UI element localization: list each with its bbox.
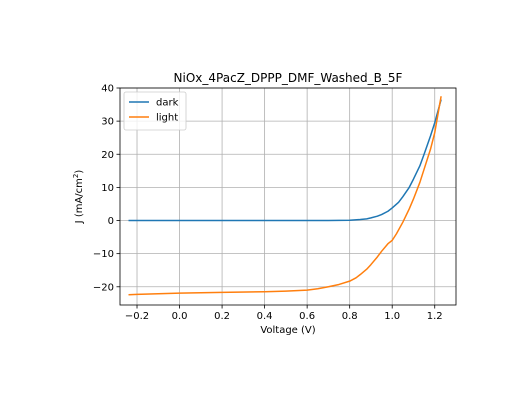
- legend: dark light: [123, 91, 187, 131]
- y-axis-label-end: ): [74, 170, 85, 174]
- y-tick-label: 10: [101, 183, 114, 194]
- y-tick-label: −20: [93, 282, 114, 293]
- y-axis-label-main: J (mA/cm: [74, 178, 85, 224]
- legend-label-light: light: [156, 113, 178, 124]
- series-line-light: [128, 96, 442, 296]
- y-tick-label: 40: [101, 84, 114, 95]
- x-tick-label: 0.4: [257, 311, 273, 322]
- x-tick-label: 1.2: [427, 311, 443, 322]
- series-lines: [128, 96, 442, 296]
- x-tick-label: 0.6: [299, 311, 315, 322]
- x-tick-label: 0.8: [342, 311, 358, 322]
- y-axis-label: J (mA/cm2): [72, 170, 85, 225]
- x-axis-label: Voltage (V): [260, 325, 315, 336]
- y-tick-label: 30: [101, 117, 114, 128]
- chart-title: NiOx_4PacZ_DPPP_DMF_Washed_B_5F: [174, 71, 403, 85]
- x-tick-label: 1.0: [384, 311, 400, 322]
- x-tick-label: 0.2: [214, 311, 230, 322]
- x-tick-label: 0.0: [172, 311, 188, 322]
- series-line-dark: [128, 99, 442, 222]
- axis-ticks: −0.2 0.0 0.2 0.4 0.6 0.8 1.0 1.2 −20 −10 0 10 20 30 40: [93, 84, 443, 323]
- y-tick-label: −10: [93, 249, 114, 260]
- y-tick-label: 0: [108, 216, 114, 227]
- y-tick-label: 20: [101, 150, 114, 161]
- y-axis-label-sup: 2: [72, 174, 80, 178]
- plot-frame: [119, 87, 457, 306]
- legend-label-dark: dark: [156, 98, 179, 109]
- x-tick-label: −0.2: [125, 311, 149, 322]
